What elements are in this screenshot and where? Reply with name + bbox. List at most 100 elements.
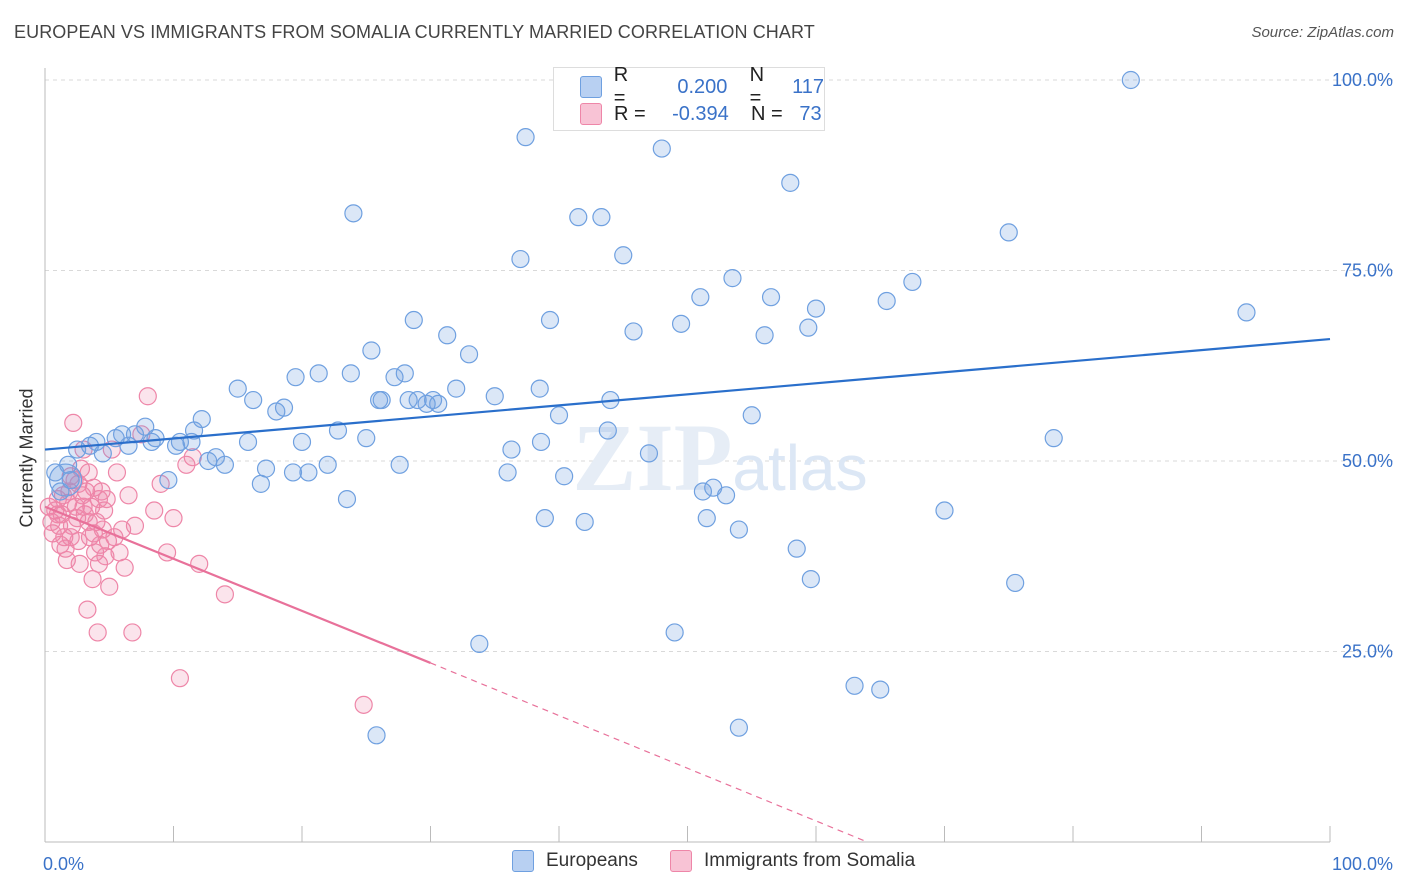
stats-legend: R = 0.200 N = 117 R = -0.394 N = 73 (553, 64, 825, 131)
data-point (502, 440, 521, 459)
data-point (292, 432, 312, 452)
data-point (729, 520, 749, 539)
data-point (215, 455, 234, 474)
data-point (48, 463, 83, 497)
legend-row-somalia: R = -0.394 N = 73 (580, 101, 822, 127)
data-point (309, 364, 328, 383)
data-point (119, 486, 138, 505)
data-point (569, 208, 588, 227)
data-point (96, 547, 115, 566)
data-point (761, 288, 781, 307)
data-point (145, 501, 164, 520)
data-point (404, 310, 423, 330)
data-point (624, 322, 643, 341)
r-value: 0.200 (677, 75, 728, 98)
data-point (61, 528, 80, 547)
data-point (799, 318, 818, 337)
data-point (354, 695, 373, 714)
y-tick-label: 50.0% (1342, 451, 1393, 471)
data-point (183, 448, 202, 467)
data-point (535, 509, 554, 528)
data-point (88, 623, 107, 642)
data-point (93, 444, 112, 463)
data-point (385, 368, 404, 387)
data-point (999, 223, 1018, 242)
data-point (787, 539, 806, 558)
data-point (691, 288, 710, 307)
blue-swatch (512, 850, 534, 872)
data-point (170, 669, 190, 688)
data-point (228, 379, 247, 398)
data-point (540, 310, 560, 330)
data-point (598, 421, 617, 440)
data-point (1006, 573, 1025, 593)
data-point (693, 482, 713, 501)
chart-title: EUROPEAN VS IMMIGRANTS FROM SOMALIA CURR… (14, 22, 815, 42)
data-point (136, 417, 155, 436)
legend-item-europeans: Europeans (512, 850, 638, 872)
data-point (671, 314, 691, 333)
data-point (1044, 429, 1063, 448)
data-point (697, 509, 716, 528)
data-point (903, 272, 922, 292)
data-point (125, 516, 145, 535)
x-tick-label: 100.0% (1332, 854, 1393, 874)
trend-extension-somalia (430, 662, 868, 843)
data-point (408, 390, 427, 410)
data-point (511, 249, 530, 269)
data-point (215, 585, 234, 604)
data-point (64, 413, 83, 432)
data-point (395, 364, 414, 383)
data-point (95, 501, 114, 520)
data-point (781, 173, 800, 192)
data-point (459, 345, 479, 364)
r-label: R = (613, 64, 629, 109)
data-point (123, 623, 142, 642)
data-point (70, 554, 89, 573)
data-point (935, 501, 954, 520)
y-tick-labels: 25.0% 50.0% 75.0% 100.0% (1332, 70, 1393, 662)
data-point (390, 455, 409, 474)
legend-item-somalia: Immigrants from Somalia (670, 850, 915, 872)
data-point (1121, 70, 1140, 90)
data-point (318, 455, 337, 474)
data-point (871, 680, 890, 699)
data-point (357, 429, 376, 448)
data-point (614, 246, 633, 265)
trend-line-europeans (44, 337, 1331, 451)
n-label: N = (751, 102, 783, 125)
trend-lines (44, 337, 1331, 843)
n-value: 117 (792, 75, 824, 98)
data-point (845, 676, 864, 695)
data-point (256, 459, 276, 478)
data-point (801, 570, 820, 589)
data-point (470, 634, 489, 653)
data-point (244, 390, 263, 410)
y-tick-label: 25.0% (1342, 642, 1393, 662)
data-point (549, 406, 569, 425)
data-point (639, 444, 659, 463)
pink-swatch (670, 850, 692, 872)
data-point (110, 543, 129, 562)
data-point (192, 409, 211, 429)
data-point (665, 623, 684, 642)
data-point (716, 486, 736, 505)
data-point (107, 463, 127, 482)
data-point (159, 470, 178, 490)
data-point (78, 600, 97, 619)
data-point (100, 577, 119, 596)
data-point (531, 432, 551, 452)
data-point (146, 429, 165, 448)
legend-label: Immigrants from Somalia (704, 850, 916, 871)
data-point (89, 554, 109, 573)
data-point (429, 394, 448, 413)
data-point (530, 379, 549, 398)
data-point (328, 421, 348, 440)
data-point (498, 463, 517, 482)
data-point (877, 291, 896, 311)
data-point (367, 726, 386, 745)
y-tick-label: 100.0% (1332, 70, 1393, 90)
r-label: R = (614, 102, 646, 125)
data-point (299, 463, 318, 482)
source-label: Source: ZipAtlas.com (1251, 24, 1394, 41)
